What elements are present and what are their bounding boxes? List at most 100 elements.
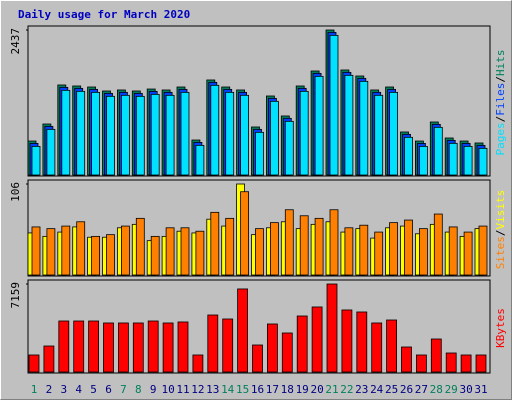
x-tick-label: 12 (191, 383, 204, 396)
bar (106, 234, 115, 276)
bar (121, 225, 130, 276)
bar (195, 144, 205, 176)
bar (356, 311, 368, 373)
bar (269, 100, 279, 176)
bar (463, 145, 473, 176)
x-tick-label: 15 (236, 383, 249, 396)
bar (314, 217, 324, 276)
x-tick-label: 22 (340, 383, 353, 396)
bar (415, 354, 427, 373)
bar (326, 283, 338, 373)
bar (225, 91, 235, 176)
y-tick-label: 2437 (9, 28, 22, 55)
bar (299, 90, 309, 176)
x-tick-label: 11 (176, 383, 189, 396)
x-tick-label: 6 (105, 383, 112, 396)
bar (237, 288, 249, 373)
bar (341, 309, 353, 373)
bar (374, 231, 384, 276)
bar (284, 209, 294, 276)
bar (195, 230, 205, 276)
bar (463, 231, 473, 276)
x-tick-label: 18 (281, 383, 294, 396)
y-tick-label: 7159 (9, 282, 22, 309)
bar (225, 217, 235, 276)
bar (281, 332, 293, 373)
legend: KBytes (494, 308, 507, 348)
bar (311, 306, 323, 373)
bar (58, 320, 70, 373)
bar (404, 219, 413, 276)
legend-separator: / (494, 230, 507, 237)
x-tick-label: 24 (370, 383, 384, 396)
x-tick-label: 29 (445, 383, 458, 396)
bar (46, 128, 56, 176)
bar (418, 145, 428, 176)
x-tick-label: 21 (325, 383, 338, 396)
x-tick-label: 1 (31, 383, 38, 396)
bar (389, 222, 399, 276)
bar (296, 315, 308, 373)
bar (329, 209, 339, 276)
bar (88, 320, 99, 373)
bar (255, 131, 264, 176)
x-tick-label: 14 (221, 383, 235, 396)
x-tick-label: 7 (120, 383, 127, 396)
bar (177, 321, 189, 373)
bar (433, 126, 443, 176)
bar (284, 120, 294, 176)
bar (374, 94, 384, 176)
bar (478, 147, 488, 176)
x-tick-label: 4 (75, 383, 82, 396)
x-tick-label: 13 (206, 383, 219, 396)
bar (448, 226, 458, 276)
bar (433, 213, 443, 276)
legend-entry: KBytes (494, 308, 507, 348)
bar (207, 314, 219, 373)
bar (445, 352, 457, 373)
bar (135, 95, 145, 176)
x-tick-label: 17 (266, 383, 279, 396)
x-tick-label: 2 (46, 383, 53, 396)
legend: Pages/Files/Hits (494, 50, 507, 156)
bar (43, 345, 55, 373)
y-tick-label: 106 (9, 182, 22, 202)
bar (344, 227, 354, 276)
bar (401, 346, 412, 373)
bar (135, 217, 145, 276)
bar (76, 90, 86, 176)
bar (180, 227, 190, 276)
bar (404, 136, 413, 176)
x-tick-label: 3 (60, 383, 67, 396)
legend-separator: / (494, 76, 507, 83)
legend-entry: Sites (494, 236, 507, 269)
bar (386, 319, 398, 373)
bar (252, 344, 263, 373)
x-tick-label: 31 (474, 383, 487, 396)
bar (31, 145, 41, 176)
x-tick-label: 10 (161, 383, 174, 396)
bar (73, 320, 85, 373)
bar (359, 80, 369, 176)
bar (121, 94, 130, 176)
x-tick-label: 19 (296, 383, 309, 396)
x-tick-label: 26 (400, 383, 413, 396)
legend-entry: Visits (494, 190, 507, 230)
bar (329, 34, 339, 176)
chart-title: Daily usage for March 2020 (18, 8, 190, 21)
bar (106, 95, 115, 176)
x-tick-label: 25 (385, 383, 398, 396)
bar (475, 354, 487, 373)
bar (371, 322, 383, 373)
bar (266, 323, 278, 373)
bar (31, 226, 41, 276)
bar (61, 225, 71, 276)
bar (61, 89, 71, 176)
bar (255, 228, 264, 276)
legend: Sites/Visits (494, 190, 507, 270)
bar (103, 322, 114, 373)
x-tick-label: 23 (355, 383, 368, 396)
bar (91, 91, 100, 176)
x-tick-label: 28 (430, 383, 443, 396)
